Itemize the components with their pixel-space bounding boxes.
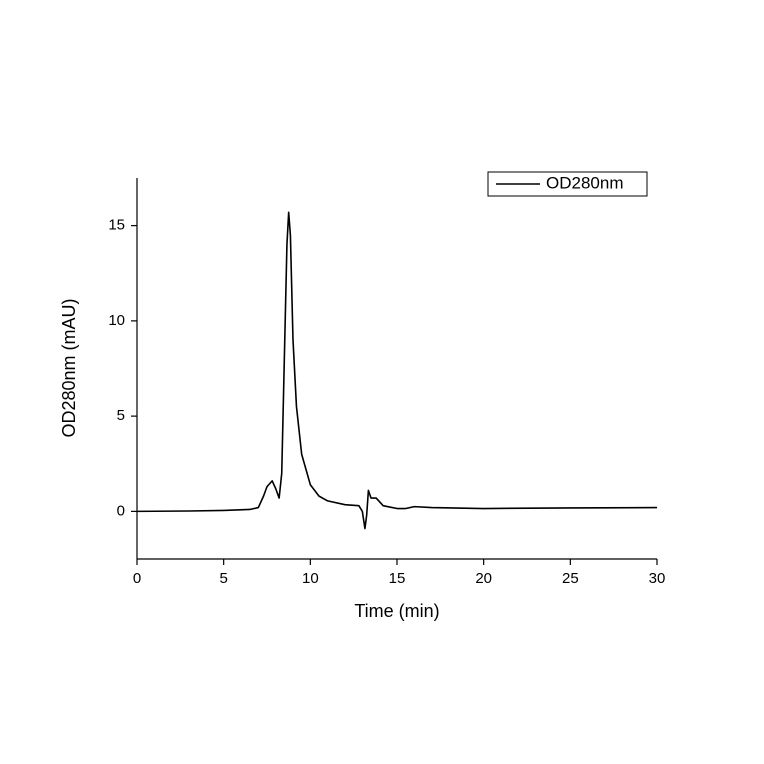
line-series <box>136 211 658 530</box>
x-tick-label: 20 <box>475 570 492 587</box>
x-tick-label: 0 <box>133 570 141 587</box>
x-tick-label: 30 <box>649 570 666 587</box>
legend-label: OD280nm <box>546 173 623 192</box>
y-tick-label: 15 <box>108 217 125 234</box>
y-tick-label: 0 <box>117 502 125 519</box>
x-tick-label: 15 <box>389 570 406 587</box>
y-axis-title: OD280nm (mAU) <box>59 298 79 437</box>
x-tick-label: 25 <box>562 570 579 587</box>
y-tick-label: 5 <box>117 407 125 424</box>
x-tick-label: 10 <box>302 570 319 587</box>
y-tick-label: 10 <box>108 312 125 329</box>
x-tick-label: 5 <box>219 570 227 587</box>
x-axis-title: Time (min) <box>354 601 439 621</box>
